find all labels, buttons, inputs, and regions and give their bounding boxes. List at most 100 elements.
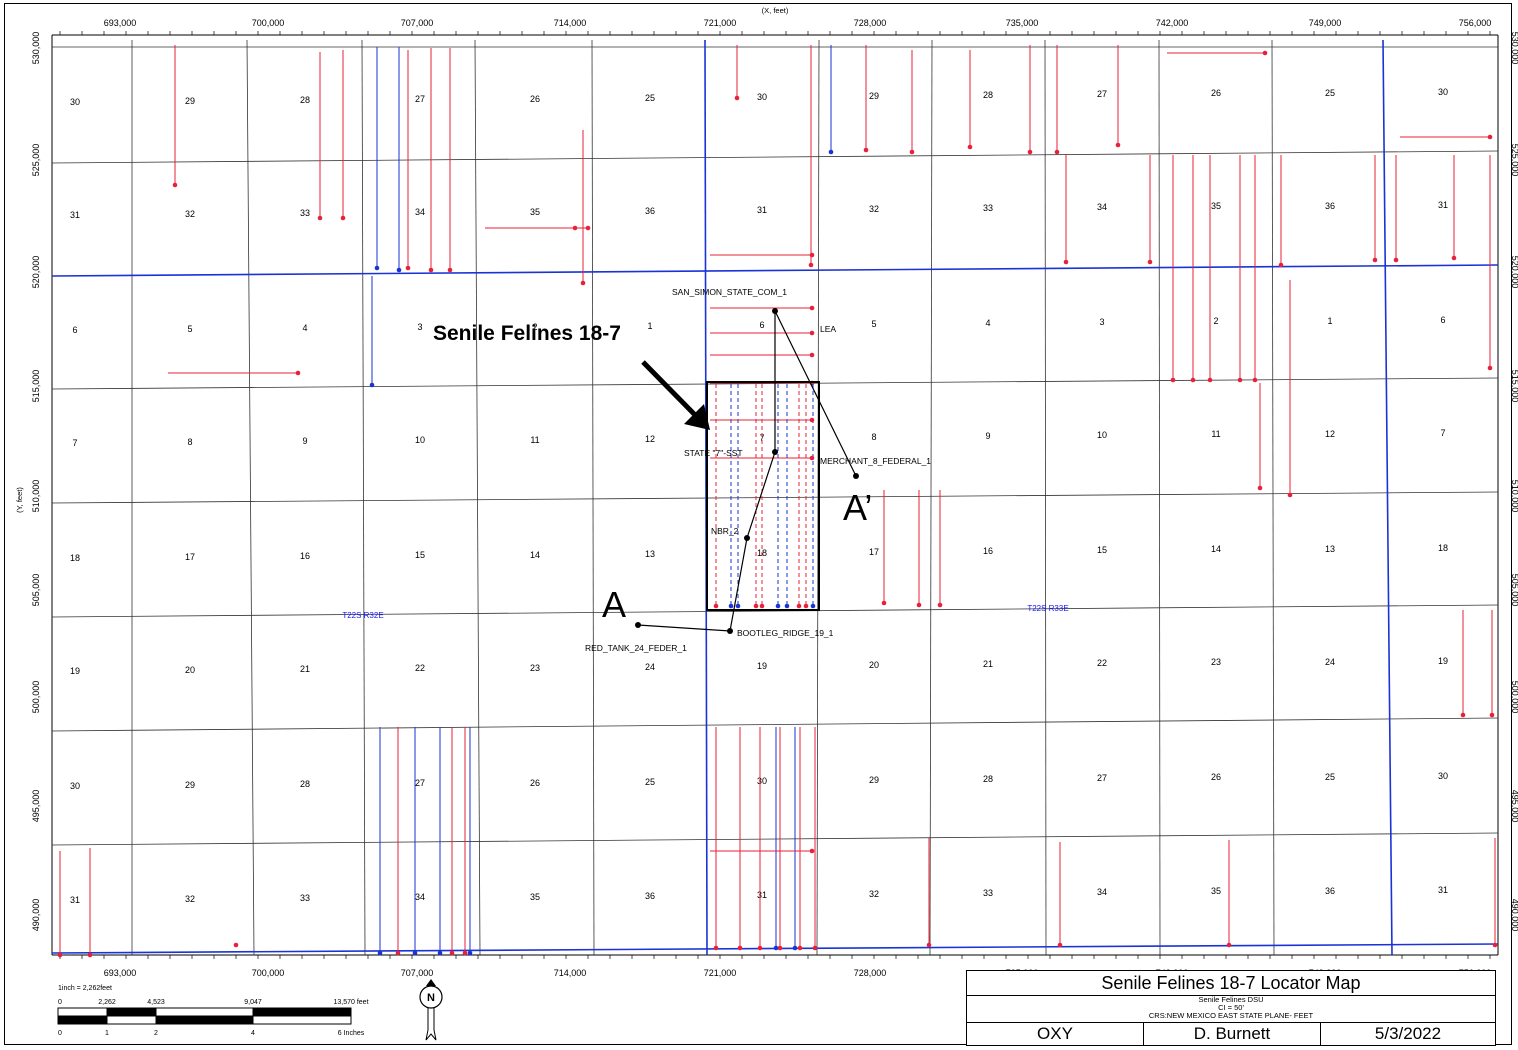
- section-number: 22: [1097, 658, 1107, 668]
- x-tick-label-top: 721,000: [704, 18, 737, 28]
- section-number: 26: [1211, 88, 1221, 98]
- well-marker: [754, 604, 759, 609]
- well-marker: [729, 604, 734, 609]
- section-number: 31: [70, 895, 80, 905]
- well-label-bootleg[interactable]: BOOTLEG_RIDGE_19_1: [737, 628, 834, 638]
- well-marker: [810, 849, 815, 854]
- title-details: Senile Felines DSU CI = 50' CRS:NEW MEXI…: [967, 996, 1495, 1023]
- section-number: 23: [530, 663, 540, 673]
- section-a-label: A: [602, 584, 626, 625]
- well-label-lea[interactable]: LEA: [820, 324, 836, 334]
- well-marker: [1058, 943, 1063, 948]
- well-marker: [738, 946, 743, 951]
- section-number: 19: [1438, 656, 1448, 666]
- grid-line: [362, 40, 365, 955]
- title-detail-crs: CRS:NEW MEXICO EAST STATE PLANE- FEET: [967, 1012, 1495, 1020]
- cross-section-line: [638, 311, 856, 631]
- x-tick-label-top: 749,000: [1309, 18, 1342, 28]
- section-number: 22: [415, 663, 425, 673]
- section-number: 25: [645, 777, 655, 787]
- well-dots: [635, 308, 859, 634]
- well-marker: [1116, 143, 1121, 148]
- section-number: 11: [530, 435, 539, 445]
- well-marker: [581, 281, 586, 286]
- well-marker: [735, 96, 740, 101]
- section-number: 4: [985, 318, 990, 328]
- well-label-red-tank[interactable]: RED_TANK_24_FEDER_1: [585, 643, 687, 653]
- scale-feet-tick: 9,047: [244, 999, 262, 1006]
- section-number: 12: [645, 434, 655, 444]
- x-tick-label-top: 693,000: [104, 18, 137, 28]
- township-label-east: T22S R33E: [1027, 604, 1068, 613]
- well-marker: [1055, 150, 1060, 155]
- section-number: 27: [415, 778, 425, 788]
- well-marker: [1488, 135, 1493, 140]
- well-marker: [938, 603, 943, 608]
- section-number: 9: [302, 436, 307, 446]
- section-number: 25: [645, 93, 655, 103]
- section-number: 21: [300, 664, 310, 674]
- section-number: 21: [983, 659, 993, 669]
- annotation-arrow-shaft: [643, 362, 700, 420]
- well-marker: [450, 951, 455, 956]
- scale-feet-tick: 13,570 feet: [333, 999, 368, 1006]
- well-marker: [1452, 256, 1457, 261]
- well-marker: [413, 951, 418, 956]
- y-tick-label-left: 530,000: [31, 32, 41, 65]
- section-number: 36: [1325, 886, 1335, 896]
- section-number: 36: [1325, 201, 1335, 211]
- section-number: 6: [1440, 315, 1445, 325]
- x-tick-label-bottom: 700,000: [252, 968, 285, 978]
- well-marker: [1258, 486, 1263, 491]
- grid-line: [1159, 40, 1160, 955]
- section-number: 13: [645, 549, 655, 559]
- well-marker: [1253, 378, 1258, 383]
- section-number: 10: [1097, 430, 1107, 440]
- y-tick-label-left: 490,000: [31, 899, 41, 932]
- x-tick-label-bottom: 728,000: [854, 968, 887, 978]
- section-number: 31: [70, 210, 80, 220]
- well-marker: [438, 951, 443, 956]
- section-a-prime-label: A’: [843, 487, 872, 528]
- section-number: 27: [1097, 773, 1107, 783]
- well-marker: [917, 603, 922, 608]
- well-marker: [811, 604, 816, 609]
- x-tick-label-bottom: 707,000: [401, 968, 434, 978]
- well-label-san-simon[interactable]: SAN_SIMON_STATE_COM_1: [672, 287, 787, 297]
- well-label-state7[interactable]: STATE "7"-SST: [684, 448, 743, 458]
- section-number: 15: [415, 550, 425, 560]
- y-tick-label-left: 505,000: [31, 574, 41, 607]
- section-number: 24: [645, 662, 655, 672]
- well-marker: [1263, 51, 1268, 56]
- y-tick-label-right: 515,000: [1510, 370, 1518, 403]
- section-number: 30: [70, 781, 80, 791]
- section-number: 35: [1211, 886, 1221, 896]
- map-title: Senile Felines 18-7 Locator Map: [967, 971, 1495, 996]
- scale-inch-tick: 2: [154, 1030, 158, 1037]
- section-number: 34: [415, 207, 425, 217]
- scale-feet-tick: 4,523: [147, 999, 165, 1006]
- section-number: 33: [983, 203, 993, 213]
- section-number: 36: [645, 206, 655, 216]
- section-number: 20: [185, 665, 195, 675]
- well-marker: [927, 943, 932, 948]
- well-marker: [1461, 713, 1466, 718]
- well-marker: [234, 943, 239, 948]
- section-number: 26: [1211, 772, 1221, 782]
- well-marker: [1238, 378, 1243, 383]
- well-marker: [760, 604, 765, 609]
- section-number: 34: [1097, 202, 1107, 212]
- x-tick-label-top: 735,000: [1006, 18, 1039, 28]
- north-arrow-icon: N: [420, 979, 442, 1040]
- well-marker: [714, 946, 719, 951]
- x-tick-label-top: 756,000: [1459, 18, 1492, 28]
- well-label-nbr[interactable]: NBR_2: [711, 526, 739, 536]
- well-marker: [829, 150, 834, 155]
- x-axis-label: (X, feet): [762, 6, 789, 15]
- section-number: 16: [983, 546, 993, 556]
- section-number: 33: [300, 208, 310, 218]
- well-marker: [406, 266, 411, 271]
- well-marker: [1064, 260, 1069, 265]
- well-label-merchant[interactable]: MERCHANT_8_FEDERAL_1: [820, 456, 931, 466]
